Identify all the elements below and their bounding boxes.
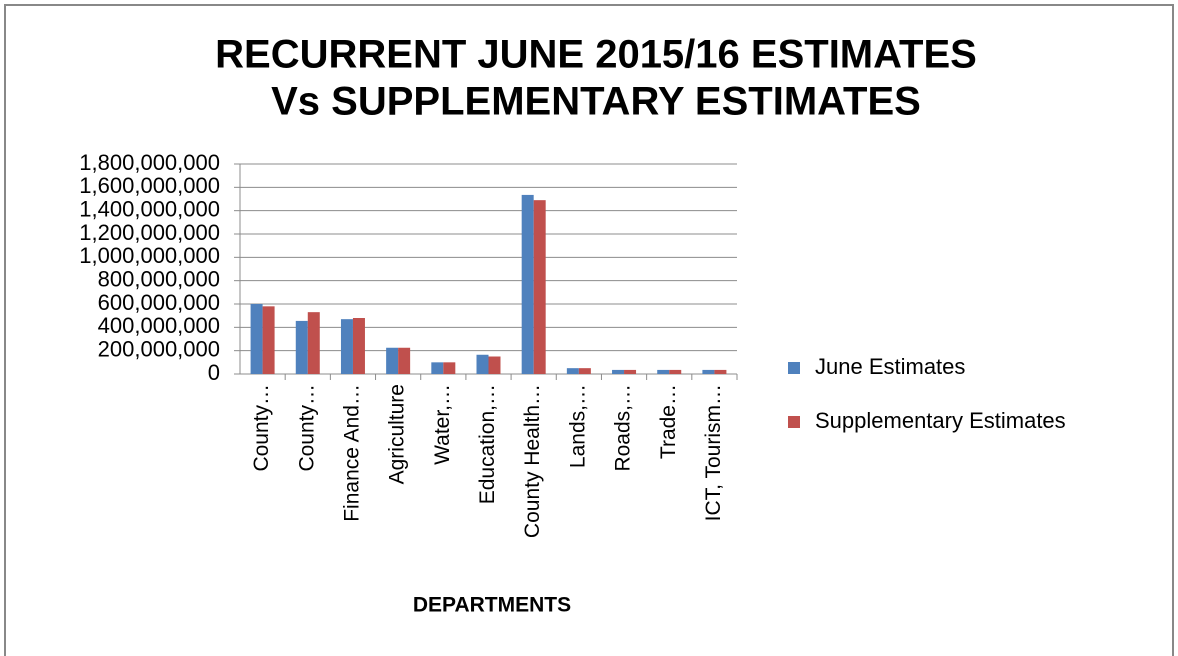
- bar: [566, 368, 579, 374]
- bar: [262, 306, 275, 374]
- y-tick-label: 600,000,000: [98, 290, 220, 315]
- y-tick-label: 1,400,000,000: [79, 196, 220, 221]
- chart-title: Vs SUPPLEMENTARY ESTIMATES: [271, 80, 921, 124]
- legend-swatch: [788, 416, 800, 428]
- legend-swatch: [788, 362, 800, 374]
- bar: [386, 347, 399, 374]
- bar: [624, 369, 637, 374]
- chart-border: [4, 4, 1174, 656]
- bar: [657, 369, 670, 374]
- x-tick-label: County…: [295, 384, 318, 472]
- y-tick-label: 800,000,000: [98, 266, 220, 291]
- x-tick-label: Finance And…: [341, 384, 364, 522]
- bar: [340, 319, 353, 374]
- bar: [669, 369, 682, 374]
- x-tick-label: County Health…: [521, 384, 544, 538]
- bar: [250, 304, 263, 374]
- bar: [431, 362, 444, 374]
- x-tick-label: Roads,…: [612, 384, 635, 472]
- bar: [352, 318, 365, 374]
- y-tick-label: 1,200,000,000: [79, 220, 220, 245]
- x-tick-label: Agriculture: [386, 384, 409, 484]
- y-tick-label: 1,600,000,000: [79, 173, 220, 198]
- x-tick-label: County…: [250, 384, 273, 472]
- legend-label: Supplementary Estimates: [815, 408, 1066, 433]
- x-tick-label: Lands,…: [566, 384, 589, 468]
- x-axis-title: DEPARTMENTS: [413, 594, 571, 617]
- bar: [612, 369, 625, 374]
- bar: [702, 369, 715, 374]
- chart-title: RECURRENT JUNE 2015/16 ESTIMATES: [215, 33, 977, 77]
- bar: [578, 368, 591, 374]
- bar: [398, 347, 411, 374]
- y-tick-label: 0: [208, 360, 220, 385]
- x-tick-label: Education,…: [476, 384, 499, 504]
- bar: [714, 369, 727, 374]
- y-tick-label: 400,000,000: [98, 313, 220, 338]
- x-tick-label: Trade…: [657, 384, 680, 459]
- bar: [476, 354, 489, 374]
- bar: [533, 200, 546, 374]
- y-tick-label: 1,000,000,000: [79, 243, 220, 268]
- bar: [521, 194, 534, 374]
- x-tick-label: ICT, Tourism…: [702, 384, 725, 521]
- bar: [443, 362, 456, 374]
- y-tick-label: 200,000,000: [98, 336, 220, 361]
- y-tick-label: 1,800,000,000: [79, 150, 220, 175]
- bar: [488, 356, 501, 374]
- legend-label: June Estimates: [815, 354, 965, 379]
- x-tick-label: Water,…: [431, 384, 454, 465]
- bar: [295, 320, 308, 374]
- bar: [307, 312, 320, 374]
